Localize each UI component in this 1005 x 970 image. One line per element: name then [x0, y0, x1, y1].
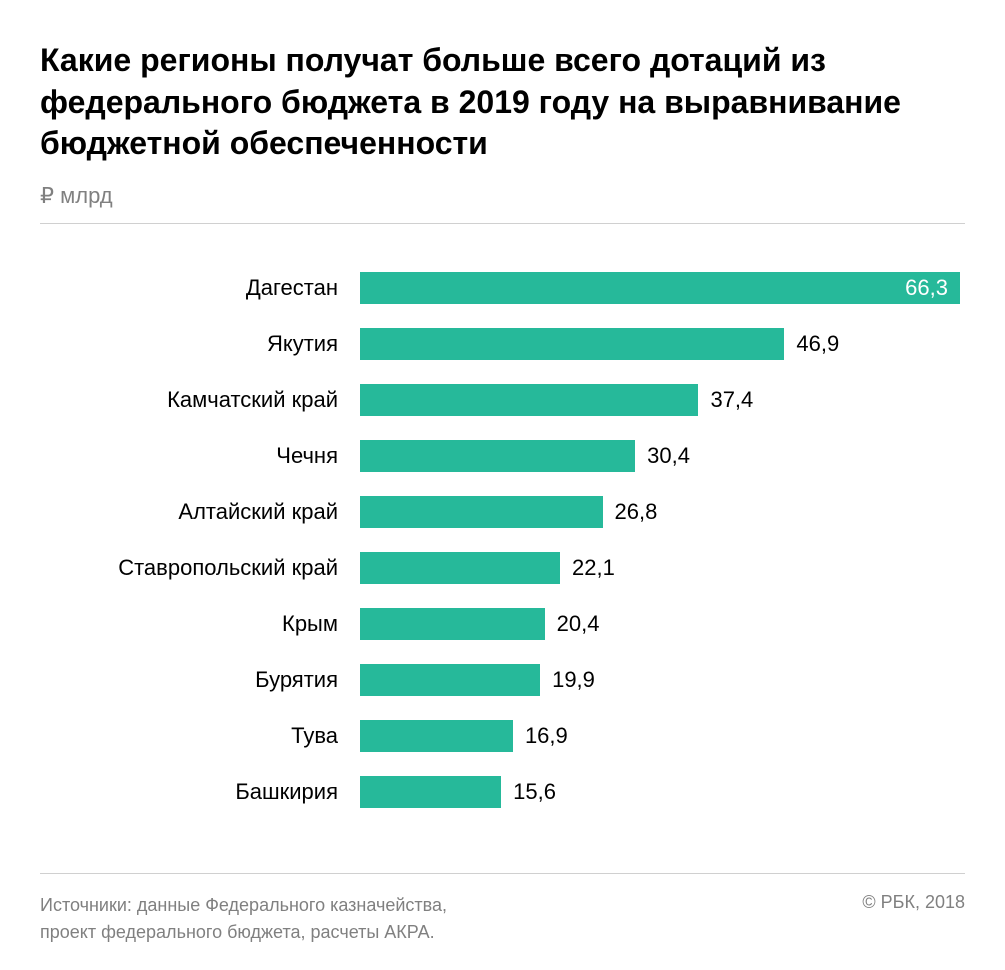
chart-row: Якутия 46,9 — [40, 316, 965, 372]
bar-value: 20,4 — [545, 611, 600, 637]
bar-container: 22,1 — [360, 552, 965, 584]
copyright-text: © РБК, 2018 — [862, 892, 965, 913]
chart-row: Тува 16,9 — [40, 708, 965, 764]
bar-container: 46,9 — [360, 328, 965, 360]
bar-value: 37,4 — [698, 387, 753, 413]
chart-title: Какие регионы получат больше всего дотац… — [40, 40, 965, 165]
bar-value: 30,4 — [635, 443, 690, 469]
bar-label: Дагестан — [40, 275, 360, 301]
bar-value: 26,8 — [603, 499, 658, 525]
chart-row: Алтайский край 26,8 — [40, 484, 965, 540]
source-line: Источники: данные Федерального казначейс… — [40, 895, 447, 915]
bar — [360, 384, 698, 416]
bar-container: 26,8 — [360, 496, 965, 528]
chart-subtitle: ₽ млрд — [40, 183, 965, 209]
chart-row: Камчатский край 37,4 — [40, 372, 965, 428]
bar-value: 66,3 — [905, 275, 948, 301]
chart-row: Дагестан 66,3 — [40, 260, 965, 316]
footer: Источники: данные Федерального казначейс… — [40, 873, 965, 946]
bar: 66,3 — [360, 272, 960, 304]
bar — [360, 440, 635, 472]
bar — [360, 720, 513, 752]
source-text: Источники: данные Федерального казначейс… — [40, 892, 447, 946]
bar-container: 19,9 — [360, 664, 965, 696]
bar-value: 46,9 — [784, 331, 839, 357]
chart-row: Ставропольский край 22,1 — [40, 540, 965, 596]
bar — [360, 776, 501, 808]
bar-label: Алтайский край — [40, 499, 360, 525]
bar-label: Бурятия — [40, 667, 360, 693]
bar-label: Чечня — [40, 443, 360, 469]
bar — [360, 552, 560, 584]
bar-value: 19,9 — [540, 667, 595, 693]
divider-top — [40, 223, 965, 224]
bar-label: Ставропольский край — [40, 555, 360, 581]
bar-label: Камчатский край — [40, 387, 360, 413]
bar — [360, 328, 784, 360]
bar-container: 15,6 — [360, 776, 965, 808]
chart-row: Крым 20,4 — [40, 596, 965, 652]
bar-container: 30,4 — [360, 440, 965, 472]
bar-label: Башкирия — [40, 779, 360, 805]
bar-label: Тува — [40, 723, 360, 749]
source-line: проект федерального бюджета, расчеты АКР… — [40, 922, 435, 942]
chart-row: Чечня 30,4 — [40, 428, 965, 484]
bar-value: 22,1 — [560, 555, 615, 581]
bar-container: 37,4 — [360, 384, 965, 416]
chart-row: Башкирия 15,6 — [40, 764, 965, 820]
chart-row: Бурятия 19,9 — [40, 652, 965, 708]
bar-label: Крым — [40, 611, 360, 637]
bar-chart: Дагестан 66,3 Якутия 46,9 Камчатский край 37,… — [40, 260, 965, 820]
bar-container: 16,9 — [360, 720, 965, 752]
bar-container: 20,4 — [360, 608, 965, 640]
bar-container: 66,3 — [360, 272, 965, 304]
bar-label: Якутия — [40, 331, 360, 357]
bar-value: 16,9 — [513, 723, 568, 749]
bar — [360, 608, 545, 640]
bar — [360, 664, 540, 696]
bar — [360, 496, 603, 528]
bar-value: 15,6 — [501, 779, 556, 805]
